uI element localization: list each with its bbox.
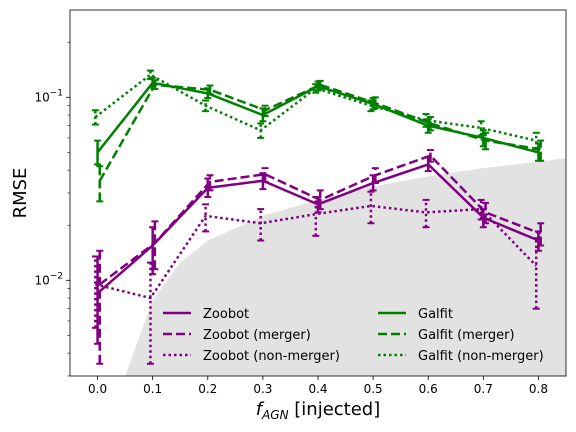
legend-label-3: Galfit — [418, 307, 453, 322]
y-tick-label-1: 10−1 — [34, 88, 63, 104]
y-tick-exp-0: −2 — [50, 271, 63, 281]
x-tick-label-8: 0.8 — [529, 382, 548, 396]
legend-label-1: Zoobot (merger) — [203, 328, 311, 343]
legend-label-0: Zoobot — [203, 307, 249, 322]
y-tick-exp-1: −1 — [50, 88, 63, 98]
x-tick-label-1: 0.1 — [143, 382, 162, 396]
series-3 — [94, 76, 542, 166]
series-line-2 — [95, 204, 538, 300]
series-line-4 — [98, 83, 541, 182]
x-tick-label-6: 0.6 — [419, 382, 438, 396]
x-tick-label-0: 0.0 — [88, 382, 107, 396]
y-tick-base-0: 10 — [34, 273, 49, 287]
series-1 — [96, 149, 545, 365]
series-layer — [91, 69, 545, 365]
shaded-region-layer — [125, 158, 566, 376]
shaded-region — [125, 158, 566, 376]
axis-ticks: 0.0 0.1 0.2 0.3 0.4 0.5 0.6 0.7 0.810−210−1 — [34, 41, 548, 396]
x-axis-label-main: f — [256, 399, 265, 420]
series-5 — [91, 69, 540, 151]
series-line-5 — [94, 73, 537, 142]
x-tick-label-2: 0.2 — [198, 382, 217, 396]
series-2 — [91, 190, 540, 365]
x-tick-label-3: 0.3 — [253, 382, 272, 396]
legend-label-4: Galfit (merger) — [418, 328, 515, 343]
x-tick-label-5: 0.5 — [364, 382, 383, 396]
x-tick-label-7: 0.7 — [474, 382, 493, 396]
x-tick-label-4: 0.4 — [308, 382, 327, 396]
series-line-1 — [99, 154, 542, 286]
y-tick-base-1: 10 — [34, 90, 49, 104]
series-4 — [96, 79, 545, 203]
legend-label-5: Galfit (non-merger) — [418, 349, 544, 364]
legend-label-2: Zoobot (non-merger) — [203, 349, 340, 364]
y-tick-label-0: 10−2 — [34, 271, 63, 287]
x-axis-label: fAGN [injected] — [256, 399, 381, 422]
legend: Zoobot Zoobot (merger) Zoobot (non-merger)… — [163, 307, 544, 364]
y-axis-label: RMSE — [10, 168, 31, 219]
x-axis-label-rest: [injected] — [289, 399, 381, 420]
x-axis-label-subscript: AGN — [261, 408, 289, 422]
